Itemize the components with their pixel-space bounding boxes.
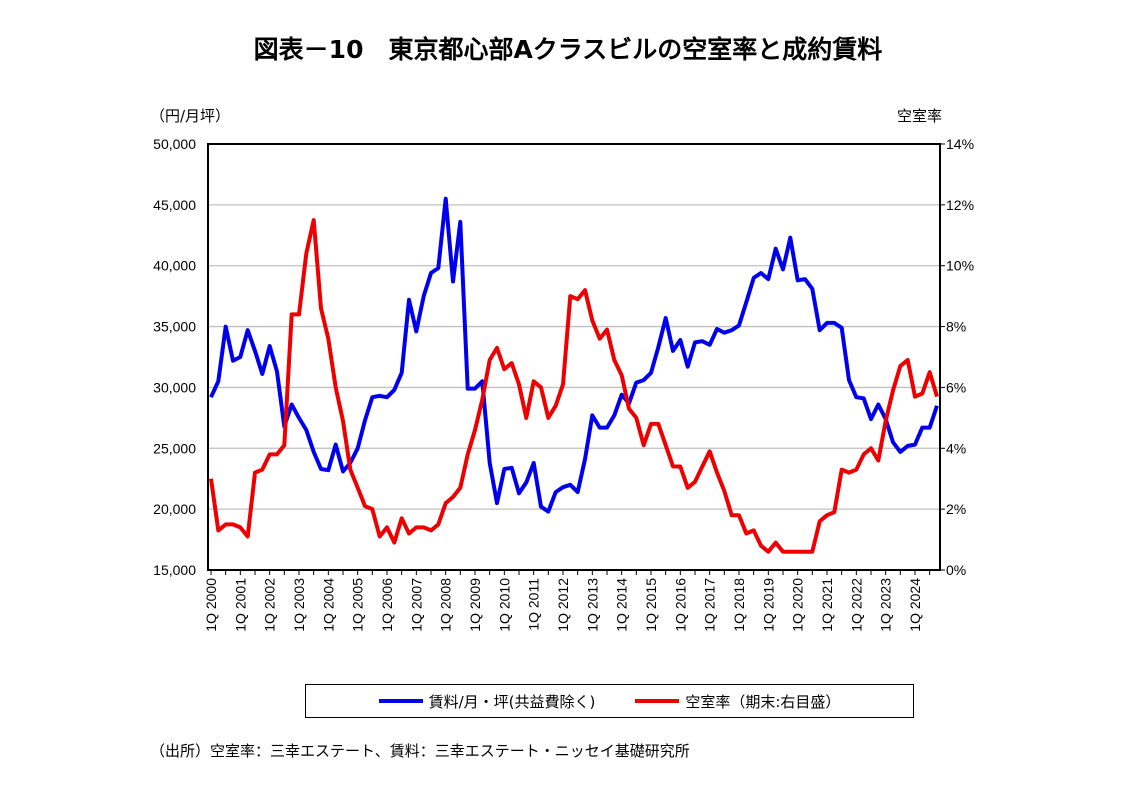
left-axis-label: （円/月坪） bbox=[150, 107, 231, 125]
x-tick-label: 1Q 2011 bbox=[526, 578, 542, 631]
x-tick-label: 1Q 2002 bbox=[262, 578, 278, 632]
x-tick-label: 1Q 2007 bbox=[408, 578, 424, 632]
x-tick-label: 1Q 2017 bbox=[702, 578, 718, 632]
x-tick-label: 1Q 2006 bbox=[379, 578, 395, 632]
x-tick-label: 1Q 2004 bbox=[320, 578, 336, 632]
x-tick-label: 1Q 2016 bbox=[672, 578, 688, 632]
legend-item-rent: 賃料/月・坪(共益費除く) bbox=[378, 691, 596, 712]
x-tick-label: 1Q 2019 bbox=[760, 578, 776, 632]
legend-swatch-vacancy bbox=[635, 699, 680, 703]
right-tick-label: 8% bbox=[946, 319, 966, 335]
right-tick-label: 6% bbox=[946, 379, 966, 395]
x-tick-label: 1Q 2021 bbox=[819, 578, 835, 632]
x-tick-label: 1Q 2012 bbox=[555, 578, 571, 632]
x-tick-label: 1Q 2018 bbox=[731, 578, 747, 632]
x-tick-label: 1Q 2008 bbox=[438, 578, 454, 632]
x-tick-label: 1Q 2022 bbox=[848, 578, 864, 632]
right-tick-label: 0% bbox=[946, 562, 966, 578]
source-note: （出所）空室率：三幸エステート、賃料：三幸エステート・ニッセイ基礎研究所 bbox=[150, 742, 690, 760]
right-tick-label: 4% bbox=[946, 440, 966, 456]
left-tick-label: 30,000 bbox=[153, 379, 196, 395]
x-tick-label: 1Q 2020 bbox=[790, 578, 806, 632]
legend-label-rent: 賃料/月・坪(共益費除く) bbox=[428, 692, 596, 711]
plot-frame bbox=[207, 143, 941, 571]
legend-item-vacancy: 空室率（期末:右目盛） bbox=[635, 691, 840, 712]
x-tick-label: 1Q 2001 bbox=[232, 578, 248, 632]
left-tick-label: 25,000 bbox=[153, 440, 196, 456]
x-tick-label: 1Q 2009 bbox=[467, 578, 483, 632]
left-tick-label: 45,000 bbox=[153, 197, 196, 213]
rent-series-line bbox=[209, 196, 939, 514]
left-tick-label: 50,000 bbox=[153, 136, 196, 152]
left-tick-label: 20,000 bbox=[153, 501, 196, 517]
x-tick-label: 1Q 2005 bbox=[350, 578, 366, 632]
legend-label-vacancy: 空室率（期末:右目盛） bbox=[685, 692, 841, 711]
right-tick-label: 2% bbox=[946, 501, 966, 517]
x-tick-label: 1Q 2015 bbox=[643, 578, 659, 632]
left-tick-label: 40,000 bbox=[153, 258, 196, 274]
right-tick-label: 12% bbox=[946, 197, 974, 213]
right-axis-label: 空室率 bbox=[897, 107, 943, 125]
x-tick-label: 1Q 2024 bbox=[907, 578, 923, 632]
vacancy-series-line bbox=[209, 218, 939, 554]
x-tick-label: 1Q 2010 bbox=[496, 578, 512, 632]
x-tick-label: 1Q 2003 bbox=[291, 578, 307, 632]
left-tick-label: 15,000 bbox=[153, 562, 196, 578]
chart-title: 図表－10 東京都心部Aクラスビルの空室率と成約賃料 bbox=[253, 35, 883, 64]
legend-swatch-rent bbox=[378, 699, 423, 703]
left-tick-label: 35,000 bbox=[153, 319, 196, 335]
x-tick-label: 1Q 2000 bbox=[203, 578, 219, 632]
x-tick-label: 1Q 2014 bbox=[614, 578, 630, 632]
right-tick-label: 14% bbox=[946, 136, 974, 152]
x-tick-label: 1Q 2013 bbox=[584, 578, 600, 632]
right-tick-label: 10% bbox=[946, 258, 974, 274]
legend: 賃料/月・坪(共益費除く) 空室率（期末:右目盛） bbox=[305, 684, 914, 718]
x-tick-label: 1Q 2023 bbox=[878, 578, 894, 632]
